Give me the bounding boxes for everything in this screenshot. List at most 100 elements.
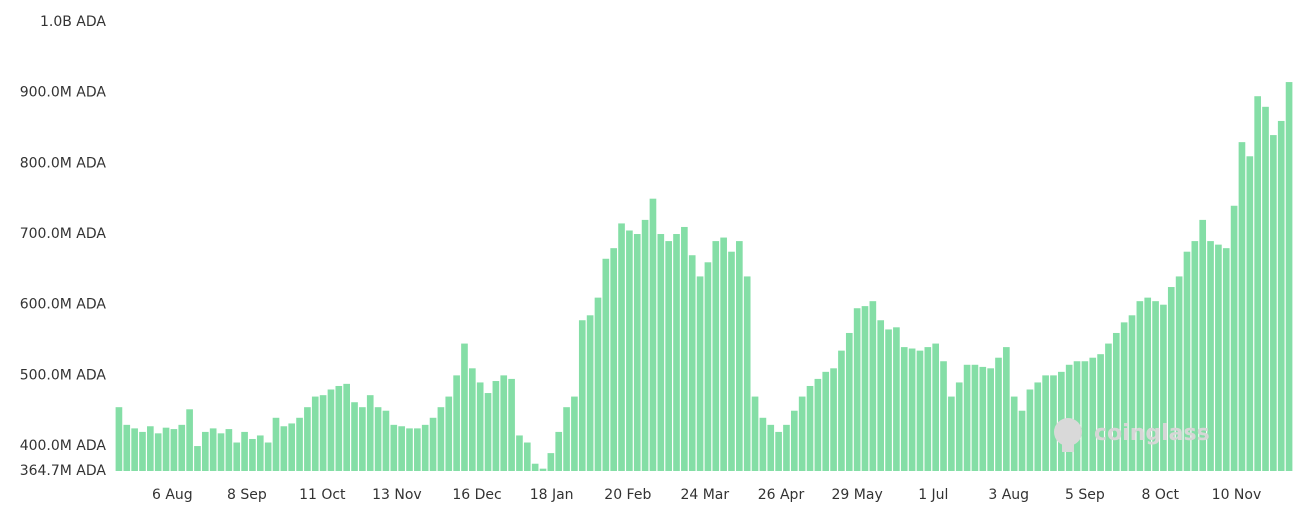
bar xyxy=(720,237,727,471)
bar xyxy=(1026,389,1034,471)
bar xyxy=(484,393,492,471)
bar xyxy=(877,320,885,471)
bar xyxy=(1222,248,1230,471)
bar xyxy=(790,410,798,471)
bar xyxy=(743,276,751,471)
bars xyxy=(115,82,1293,472)
bar xyxy=(476,382,484,471)
bar xyxy=(1199,219,1207,471)
bar xyxy=(830,368,837,471)
y-tick-label: 400.0M ADA xyxy=(20,438,107,454)
bar xyxy=(861,306,869,471)
bar xyxy=(633,234,641,471)
bar xyxy=(1254,96,1261,471)
bar xyxy=(1207,241,1214,471)
bar xyxy=(657,234,665,471)
bar xyxy=(649,198,657,471)
bar xyxy=(704,262,712,471)
x-tick-label: 3 Aug xyxy=(988,487,1029,503)
bar xyxy=(288,423,296,471)
bar xyxy=(406,428,413,471)
bar xyxy=(594,297,602,471)
bar xyxy=(123,424,131,471)
y-tick-label: 800.0M ADA xyxy=(20,155,107,171)
bar xyxy=(194,446,201,471)
bar xyxy=(414,428,421,471)
bar xyxy=(1262,106,1269,471)
x-tick-label: 29 May xyxy=(832,487,883,503)
bar xyxy=(916,350,924,471)
x-tick-label: 24 Mar xyxy=(680,487,729,503)
bar xyxy=(1018,410,1026,471)
bar xyxy=(1065,364,1073,471)
bar xyxy=(955,382,963,471)
bar xyxy=(445,396,453,471)
bar xyxy=(971,364,979,471)
bar xyxy=(131,428,138,471)
bar xyxy=(822,371,830,471)
bar xyxy=(351,402,358,471)
bar xyxy=(256,435,264,471)
y-tick-label: 700.0M ADA xyxy=(20,226,107,242)
bar xyxy=(201,431,209,471)
bar xyxy=(1081,361,1089,471)
bar xyxy=(1152,301,1159,471)
y-tick-label: 364.7M ADA xyxy=(20,463,107,479)
bar xyxy=(602,258,610,471)
x-tick-label: 8 Sep xyxy=(227,487,267,503)
y-tick-label: 600.0M ADA xyxy=(20,297,107,313)
bar xyxy=(366,395,374,471)
bar xyxy=(374,407,382,471)
bar xyxy=(390,424,398,471)
bar xyxy=(806,385,814,471)
bar xyxy=(178,424,186,471)
bar xyxy=(1120,322,1128,471)
x-tick-label: 20 Feb xyxy=(604,487,651,503)
x-tick-label: 6 Aug xyxy=(152,487,193,503)
bar xyxy=(1050,375,1057,471)
bar xyxy=(1097,354,1104,471)
bar xyxy=(217,433,225,471)
bar xyxy=(853,308,861,471)
bar xyxy=(963,364,971,471)
bar xyxy=(1010,396,1018,471)
bar xyxy=(1246,156,1254,471)
bar xyxy=(249,438,256,471)
bar xyxy=(1144,297,1152,471)
bar xyxy=(688,255,696,471)
bar xyxy=(1191,241,1199,471)
bar xyxy=(1003,347,1010,471)
bar xyxy=(225,429,233,471)
bar xyxy=(563,407,570,471)
bar xyxy=(469,368,476,471)
bar xyxy=(516,435,523,471)
bar xyxy=(673,234,680,471)
bar xyxy=(319,395,327,471)
bar xyxy=(838,350,845,471)
bar xyxy=(139,431,146,471)
x-tick-label: 10 Nov xyxy=(1212,487,1262,503)
x-tick-label: 26 Apr xyxy=(758,487,805,503)
bar xyxy=(170,429,178,471)
bar xyxy=(241,431,248,471)
x-tick-label: 13 Nov xyxy=(372,487,422,503)
bar xyxy=(508,378,515,471)
bar xyxy=(759,417,767,471)
bar xyxy=(523,442,531,471)
bar xyxy=(1167,287,1175,471)
bar xyxy=(304,407,311,471)
bar xyxy=(343,383,350,471)
bar xyxy=(453,375,460,471)
bar xyxy=(209,428,217,471)
bar xyxy=(1128,315,1136,471)
x-tick-label: 18 Jan xyxy=(530,487,574,503)
x-tick-label: 5 Sep xyxy=(1065,487,1105,503)
bar xyxy=(908,348,916,471)
bar xyxy=(712,241,720,471)
bar xyxy=(264,442,272,471)
bar xyxy=(311,396,319,471)
bar xyxy=(547,453,555,471)
bar xyxy=(626,230,633,471)
bar xyxy=(845,332,853,471)
